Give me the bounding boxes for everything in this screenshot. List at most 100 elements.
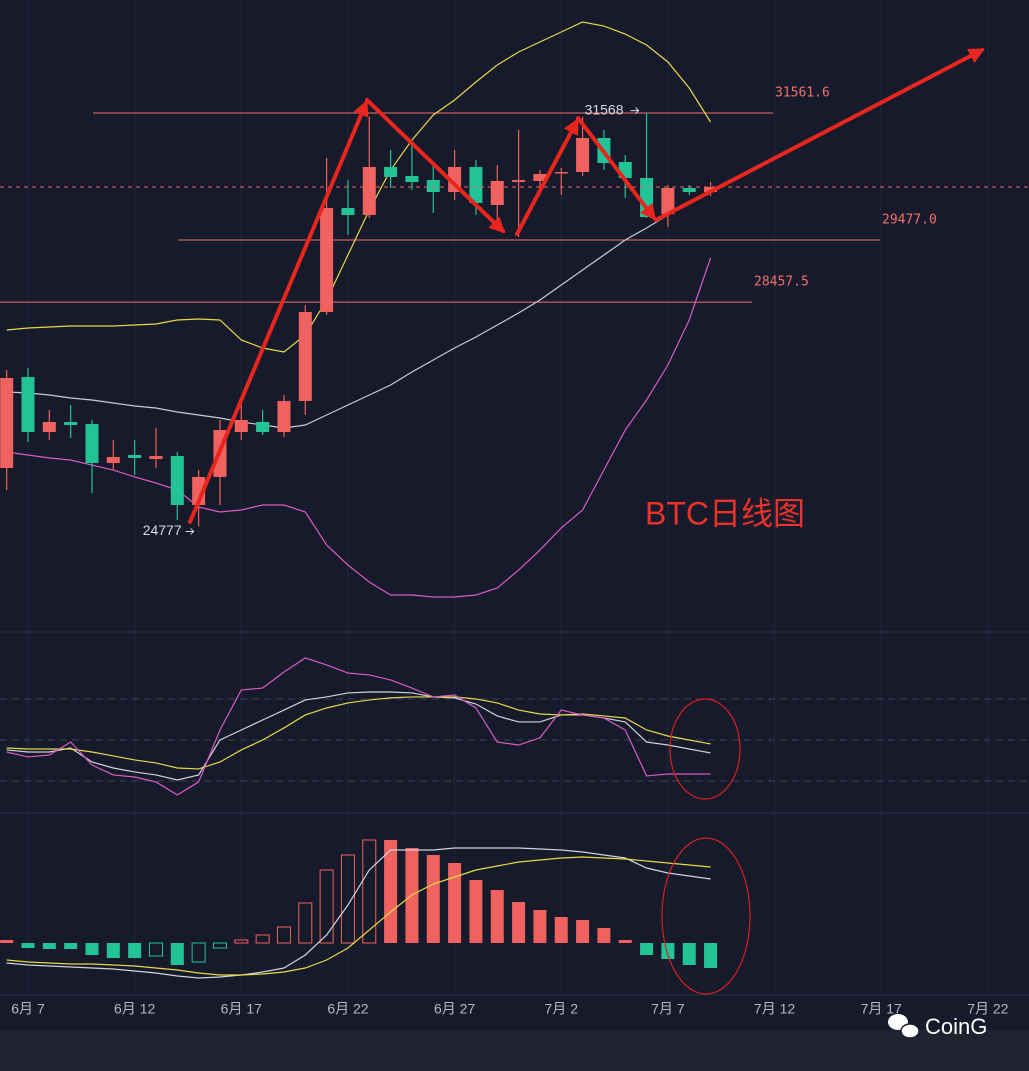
candle-body xyxy=(469,166,483,203)
low-note: 24777 xyxy=(143,522,182,538)
candle-body xyxy=(405,175,419,183)
candle-body xyxy=(298,312,312,401)
histogram-bar xyxy=(106,943,120,958)
indicator-line xyxy=(6,189,711,429)
histogram-bar xyxy=(533,910,547,943)
indicator-line xyxy=(6,696,711,770)
histogram-bar xyxy=(0,940,14,943)
highlight-ellipse xyxy=(661,837,751,995)
candle-body xyxy=(490,180,504,205)
candle-body xyxy=(0,378,14,469)
candle-body xyxy=(426,180,440,193)
arrow xyxy=(515,118,579,236)
histogram-bar xyxy=(128,943,142,958)
trend-arrows xyxy=(188,48,985,524)
x-tick-label: 7月 17 xyxy=(861,1001,902,1017)
candle-body xyxy=(512,180,526,183)
candle-body xyxy=(21,377,35,432)
x-tick-label: 7月 22 xyxy=(967,1001,1008,1017)
x-tick-label: 7月 12 xyxy=(754,1001,795,1017)
candle-body xyxy=(106,456,120,464)
x-tick-label: 6月 7 xyxy=(11,1001,45,1017)
histogram-bar xyxy=(276,926,291,944)
x-tick-label: 6月 27 xyxy=(434,1001,475,1017)
x-tick-label: 7月 7 xyxy=(651,1001,685,1017)
note-arrow xyxy=(185,528,195,535)
histogram-bar xyxy=(255,934,270,944)
histogram-bar xyxy=(618,940,632,943)
histogram-bar xyxy=(319,869,334,944)
arrow xyxy=(576,116,656,221)
candle-body xyxy=(384,166,398,177)
indicator-line xyxy=(6,856,711,976)
note-arrow xyxy=(630,107,640,114)
candle-body xyxy=(533,173,547,181)
histogram-bar xyxy=(469,880,483,943)
indicator-line xyxy=(6,21,712,353)
histogram-bar xyxy=(682,943,696,965)
candle-body xyxy=(682,187,696,193)
histogram-bar xyxy=(384,840,398,943)
arrow xyxy=(654,48,985,222)
x-tick-label: 6月 17 xyxy=(221,1001,262,1017)
histogram-bar xyxy=(234,939,249,944)
histogram-bar xyxy=(21,943,35,948)
candle-body xyxy=(256,422,270,432)
candle-body xyxy=(362,166,376,215)
x-tick-label: 6月 22 xyxy=(327,1001,368,1017)
histogram-bar xyxy=(191,942,206,963)
candle-body xyxy=(128,454,142,459)
histogram-bar xyxy=(340,854,355,944)
arrow xyxy=(365,98,506,234)
watermark: CoinG xyxy=(925,1014,987,1039)
histogram-bar xyxy=(362,839,377,944)
grid-layer xyxy=(0,0,1029,995)
candle-body xyxy=(42,422,56,432)
histogram-bar xyxy=(64,943,78,949)
histogram-bar xyxy=(298,902,313,944)
highlight-ellipse xyxy=(669,698,741,800)
indicator-line xyxy=(6,657,711,796)
candle-body xyxy=(277,400,291,432)
x-tick-label: 6月 12 xyxy=(114,1001,155,1017)
arrow xyxy=(188,100,369,524)
histogram-bar xyxy=(512,902,526,943)
indicator-line xyxy=(6,257,712,598)
histogram-bar xyxy=(661,943,675,959)
histogram-bar xyxy=(597,928,611,943)
histogram-bar xyxy=(704,943,718,968)
candle-body xyxy=(554,172,568,174)
histogram-bar xyxy=(490,890,504,943)
histogram-bar xyxy=(426,855,440,943)
candle-body xyxy=(170,456,184,506)
level-label: 29477.0 xyxy=(882,213,937,228)
candle-body xyxy=(234,419,248,432)
marks-layer xyxy=(0,21,1029,979)
level-label: 28457.5 xyxy=(754,275,809,290)
histogram-bar xyxy=(576,920,590,943)
candle-body xyxy=(64,422,78,425)
histogram-bar xyxy=(148,942,163,957)
histogram-bar xyxy=(212,942,227,949)
candle-body xyxy=(85,424,99,464)
histogram-bar xyxy=(170,943,184,965)
level-label: 31561.6 xyxy=(775,86,830,101)
histogram-bar xyxy=(640,943,654,955)
histogram-bar xyxy=(448,863,462,943)
bottom-bar xyxy=(0,1030,1029,1071)
histogram-bar xyxy=(42,943,56,949)
candle-body xyxy=(576,138,590,173)
candle-body xyxy=(320,207,334,313)
candle-body xyxy=(341,207,355,215)
chart-annotation: BTC日线图 xyxy=(645,495,805,531)
high-note: 31568 xyxy=(585,101,624,117)
x-tick-label: 7月 2 xyxy=(545,1001,579,1017)
candle-body xyxy=(149,456,163,459)
histogram-bar xyxy=(85,943,99,955)
watermark-icon xyxy=(888,1014,920,1039)
indicator-line xyxy=(6,847,711,979)
histogram-bar xyxy=(554,917,568,943)
